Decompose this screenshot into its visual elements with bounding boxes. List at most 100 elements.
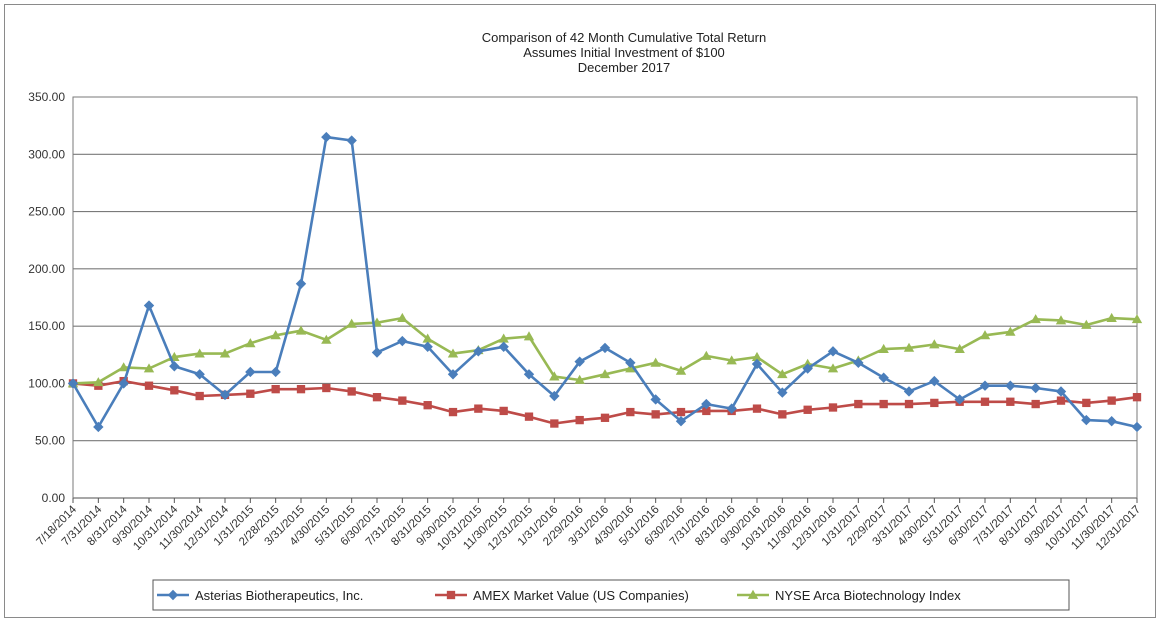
data-point-square (1107, 396, 1116, 405)
data-point-square (626, 407, 635, 417)
legend-label: NYSE Arca Biotechnology Index (775, 588, 961, 603)
data-point-square (1132, 393, 1142, 402)
data-point-diamond (1005, 380, 1016, 391)
series-triangle (67, 312, 1143, 388)
y-tick-label: 50.00 (35, 434, 65, 448)
data-point-diamond (1106, 416, 1117, 427)
data-point-triangle (747, 589, 759, 599)
data-point-diamond (777, 387, 788, 398)
data-point-triangle (1106, 312, 1117, 323)
y-axis-ticks: 0.00 50.00 100.00 150.00 200.00 250.00 300.00 3… (28, 90, 65, 505)
chart-subtitle-line: Assumes Initial Investment of $100 (523, 45, 725, 60)
data-point-triangle (701, 350, 712, 360)
data-point-square (372, 393, 382, 402)
data-point-square (550, 419, 559, 428)
data-point-diamond (574, 356, 585, 367)
y-tick-label: 350.00 (28, 90, 65, 104)
data-point-diamond (169, 361, 180, 372)
data-point-square (1006, 397, 1015, 406)
data-point-diamond (878, 372, 889, 383)
data-point-triangle (954, 343, 965, 353)
data-point-diamond (1055, 386, 1067, 397)
data-point-triangle (397, 312, 408, 323)
data-point-diamond (751, 358, 763, 370)
data-point-triangle (650, 357, 661, 367)
data-point-diamond (903, 386, 915, 397)
data-point-square (752, 404, 762, 413)
data-point-square (448, 407, 458, 417)
data-point-square (980, 397, 990, 406)
data-point-square (702, 406, 711, 416)
data-point-square (195, 391, 204, 401)
chart-frame: Comparison of 42 Month Cumulative Total … (4, 4, 1156, 618)
data-point-diamond (726, 403, 737, 414)
x-axis-ticks: 7/18/20147/31/20148/31/20149/30/201410/3… (34, 498, 1143, 553)
data-point-square (651, 410, 660, 419)
data-point-triangle (726, 355, 737, 365)
data-point-square (879, 399, 888, 409)
data-point-triangle (1055, 315, 1067, 325)
data-point-diamond (675, 416, 687, 427)
data-point-diamond (397, 335, 408, 347)
line-chart: Comparison of 42 Month Cumulative Total … (28, 30, 1143, 611)
data-point-triangle (143, 363, 155, 373)
data-point-square (803, 405, 812, 414)
data-point-triangle (270, 330, 281, 340)
data-point-diamond (270, 366, 281, 378)
data-point-square (904, 399, 914, 409)
data-point-diamond (701, 398, 712, 410)
legend-box (152, 579, 1070, 611)
chart-title: Comparison of 42 Month Cumulative Total … (482, 30, 766, 75)
data-point-diamond (346, 135, 357, 146)
data-point-square (828, 403, 838, 412)
data-point-square (423, 401, 432, 410)
data-point-triangle (93, 377, 104, 387)
data-point-diamond (321, 131, 332, 143)
data-point-diamond (295, 278, 307, 289)
data-point-diamond (625, 357, 636, 369)
data-point-triangle (1005, 326, 1016, 336)
data-point-triangle (295, 325, 307, 335)
data-point-diamond (219, 389, 231, 401)
y-tick-label: 0.00 (42, 491, 66, 505)
series-square (68, 376, 1142, 428)
data-point-diamond (979, 380, 991, 391)
data-point-diamond (1081, 414, 1092, 426)
data-point-triangle (118, 362, 129, 372)
data-point-diamond (143, 300, 155, 311)
y-tick-label: 250.00 (28, 205, 65, 219)
data-point-triangle (878, 343, 889, 353)
series-diamond (67, 131, 1143, 433)
data-point-diamond (447, 369, 459, 380)
series-lines (67, 131, 1143, 433)
data-point-square (322, 383, 331, 393)
data-point-triangle (422, 333, 433, 343)
data-point-diamond (929, 375, 940, 387)
legend-label: Asterias Biotherapeutics, Inc. (195, 588, 363, 603)
data-point-square (600, 413, 610, 422)
data-point-diamond (371, 347, 383, 358)
data-point-square (854, 399, 863, 409)
data-point-diamond (650, 394, 661, 405)
data-point-triangle (599, 369, 611, 379)
data-point-square (474, 404, 483, 413)
data-point-diamond (167, 589, 179, 601)
data-point-square (271, 384, 280, 394)
data-point-square (676, 407, 686, 417)
data-point-triangle (751, 351, 763, 361)
data-point-triangle (1030, 314, 1041, 324)
data-point-triangle (321, 334, 332, 344)
data-point-diamond (827, 346, 839, 357)
data-point-diamond (473, 346, 484, 357)
chart-title-line: Comparison of 42 Month Cumulative Total … (482, 30, 766, 45)
data-point-triangle (1081, 319, 1092, 329)
data-point-square (246, 389, 255, 398)
y-tick-label: 300.00 (28, 147, 65, 161)
data-point-diamond (549, 390, 560, 402)
data-point-triangle (219, 348, 231, 358)
y-tick-label: 150.00 (28, 319, 65, 333)
data-point-diamond (245, 366, 256, 378)
data-point-triangle (194, 348, 205, 358)
data-point-triangle (1131, 314, 1143, 324)
data-point-square (1056, 396, 1066, 405)
